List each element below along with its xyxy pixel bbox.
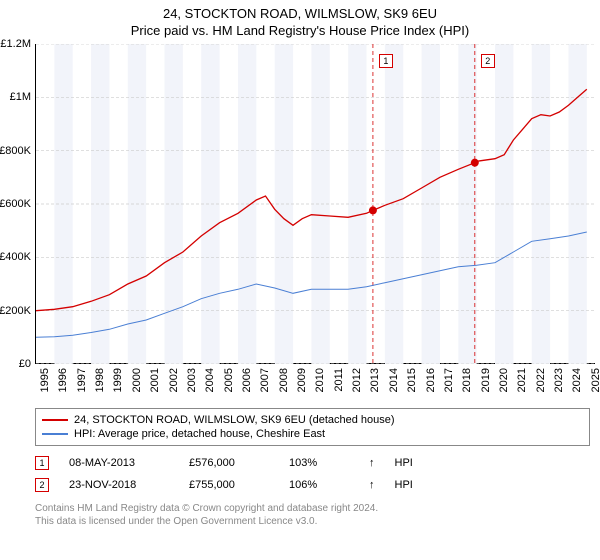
x-tick-label: 2009 (296, 368, 308, 392)
x-tick-label: 2025 (590, 368, 600, 392)
x-tick-label: 2011 (333, 368, 345, 392)
sale-price: £576,000 (189, 457, 269, 469)
legend-row: 24, STOCKTON ROAD, WILMSLOW, SK9 6EU (de… (42, 413, 583, 427)
x-tick-label: 2024 (571, 368, 583, 392)
x-tick-label: 2010 (314, 368, 326, 392)
x-tick-label: 1995 (39, 368, 51, 392)
x-tick-label: 2016 (425, 368, 437, 392)
x-tick-label: 2001 (149, 368, 161, 392)
y-tick-label: £200K (0, 305, 31, 317)
sale-percent: 103% (289, 457, 349, 469)
sale-date: 08-MAY-2013 (69, 457, 169, 469)
sale-percent: 106% (289, 479, 349, 491)
footer-line-2: This data is licensed under the Open Gov… (35, 515, 590, 528)
legend: 24, STOCKTON ROAD, WILMSLOW, SK9 6EU (de… (35, 408, 590, 446)
footer-line-1: Contains HM Land Registry data © Crown c… (35, 502, 590, 515)
legend-label: 24, STOCKTON ROAD, WILMSLOW, SK9 6EU (de… (74, 414, 395, 426)
sale-arrow-icon: ↑ (369, 457, 375, 469)
sale-vs-label: HPI (395, 457, 413, 469)
sale-marker-chart: 2 (481, 54, 495, 68)
sale-vs-label: HPI (395, 479, 413, 491)
legend-row: HPI: Average price, detached house, Ches… (42, 427, 583, 441)
x-tick-label: 2005 (223, 368, 235, 392)
x-tick-label: 2019 (480, 368, 492, 392)
x-tick-label: 2002 (168, 368, 180, 392)
sale-arrow-icon: ↑ (369, 479, 375, 491)
y-tick-label: £400K (0, 251, 31, 263)
sale-price: £755,000 (189, 479, 269, 491)
sale-row: 2 23-NOV-2018 £755,000 106% ↑ HPI (35, 474, 590, 496)
x-tick-label: 2012 (351, 368, 363, 392)
chart-title: 24, STOCKTON ROAD, WILMSLOW, SK9 6EU (0, 0, 600, 21)
x-tick-label: 2004 (204, 368, 216, 392)
plot-region: 12 (35, 44, 595, 364)
sale-marker-icon: 2 (35, 478, 49, 492)
legend-swatch (42, 419, 68, 421)
x-tick-label: 2007 (259, 368, 271, 392)
x-tick-label: 2018 (461, 368, 473, 392)
x-tick-label: 1999 (112, 368, 124, 392)
sale-row: 1 08-MAY-2013 £576,000 103% ↑ HPI (35, 452, 590, 474)
x-tick-label: 1997 (76, 368, 88, 392)
x-tick-label: 2003 (186, 368, 198, 392)
x-tick-label: 1998 (94, 368, 106, 392)
attribution-footer: Contains HM Land Registry data © Crown c… (35, 502, 590, 528)
sale-marker-chart: 1 (379, 54, 393, 68)
y-tick-label: £800K (0, 145, 31, 157)
x-axis-labels: 1995 1996 1997 1998 1999 2000 2001 2002 2003 2004… (35, 364, 595, 404)
y-tick-label: £1M (10, 91, 31, 103)
sales-table: 1 08-MAY-2013 £576,000 103% ↑ HPI 2 23-NOV-2018… (35, 452, 590, 496)
x-tick-label: 2015 (406, 368, 418, 392)
y-axis-labels: £0£200K£400K£600K£800K£1M£1.2M (0, 44, 34, 404)
y-tick-label: £1.2M (0, 38, 31, 50)
x-tick-label: 2006 (241, 368, 253, 392)
x-tick-label: 2022 (535, 368, 547, 392)
x-tick-label: 2014 (388, 368, 400, 392)
legend-swatch (42, 433, 68, 435)
x-tick-label: 2020 (498, 368, 510, 392)
x-tick-label: 2017 (443, 368, 455, 392)
x-tick-label: 2021 (516, 368, 528, 392)
x-tick-label: 2013 (369, 368, 381, 392)
x-tick-label: 2000 (131, 368, 143, 392)
sale-marker-icon: 1 (35, 456, 49, 470)
x-tick-label: 2008 (278, 368, 290, 392)
sale-date: 23-NOV-2018 (69, 479, 169, 491)
plot-svg (36, 44, 596, 364)
legend-label: HPI: Average price, detached house, Ches… (74, 428, 325, 440)
chart-area: £0£200K£400K£600K£800K£1M£1.2M 12 199519… (35, 44, 595, 404)
chart-subtitle: Price paid vs. HM Land Registry's House … (0, 21, 600, 44)
y-tick-label: £0 (19, 358, 31, 370)
x-tick-label: 2023 (553, 368, 565, 392)
x-tick-label: 1996 (57, 368, 69, 392)
y-tick-label: £600K (0, 198, 31, 210)
